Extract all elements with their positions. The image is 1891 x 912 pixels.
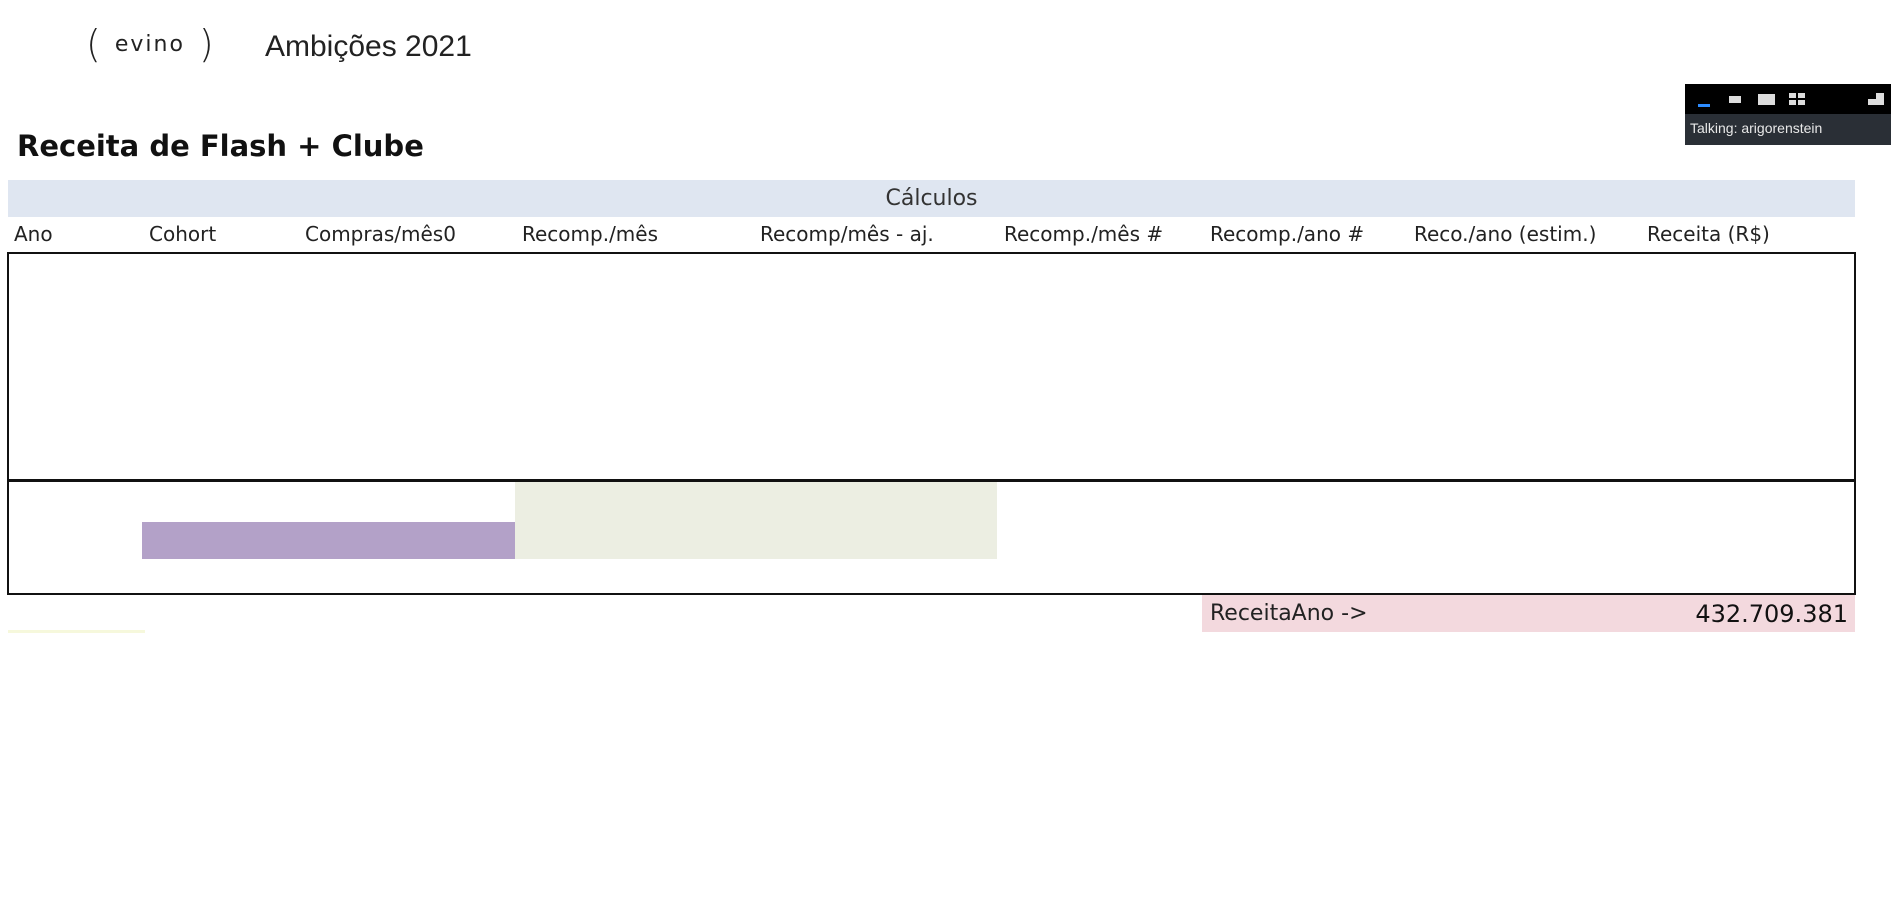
small-tile-icon[interactable] [1726, 91, 1744, 107]
calculos-title: Cálculos [885, 186, 978, 211]
total-highlight [1202, 594, 1855, 632]
meeting-overlay: Talking: arigorenstein [1685, 84, 1891, 145]
speaker-view-icon[interactable] [1695, 91, 1713, 107]
medium-tile-icon[interactable] [1755, 91, 1777, 107]
column-header-compras-mes0: Compras/mês0 [305, 222, 456, 246]
logo-right-paren: ) [198, 22, 214, 66]
fullscreen-icon[interactable] [1865, 91, 1887, 107]
grid-view-icon[interactable] [1786, 91, 1808, 107]
total-value: 432.709.381 [1695, 600, 1848, 628]
column-header-recomp-ano-num: Recomp./ano # [1210, 222, 1365, 246]
historic-rows-border [7, 252, 1856, 482]
logo-left-paren: ( [86, 22, 101, 66]
column-header-recomp-mes: Recomp./mês [522, 222, 659, 246]
column-header-ano: Ano [14, 222, 53, 246]
logo-text: evino [114, 31, 185, 57]
evino-logo: ( evino ) [86, 22, 214, 66]
recomp-highlight [515, 482, 997, 559]
slide-heading: Receita de Flash + Clube [17, 129, 424, 163]
deck-title: Ambições 2021 [265, 30, 472, 63]
projection-rows-border [7, 479, 1856, 595]
cohort-2020-highlight [142, 522, 515, 559]
meeting-info-bar [1685, 114, 1891, 145]
total-label: ReceitaAno -> [1210, 601, 1368, 626]
talking-indicator: Talking: arigorenstein [1690, 120, 1823, 136]
empty-cell-highlight [8, 630, 145, 633]
column-header-recomp-mes-num: Recomp./mês # [1004, 222, 1164, 246]
column-header-cohort: Cohort [149, 222, 217, 246]
column-header-reco-ano-estim: Reco./ano (estim.) [1414, 222, 1597, 246]
meeting-toolbar [1685, 84, 1891, 114]
column-header-receita: Receita (R$) [1647, 222, 1770, 246]
column-header-recomp-mes-aj: Recomp/mês - aj. [760, 222, 934, 246]
calculos-band [8, 180, 1855, 217]
